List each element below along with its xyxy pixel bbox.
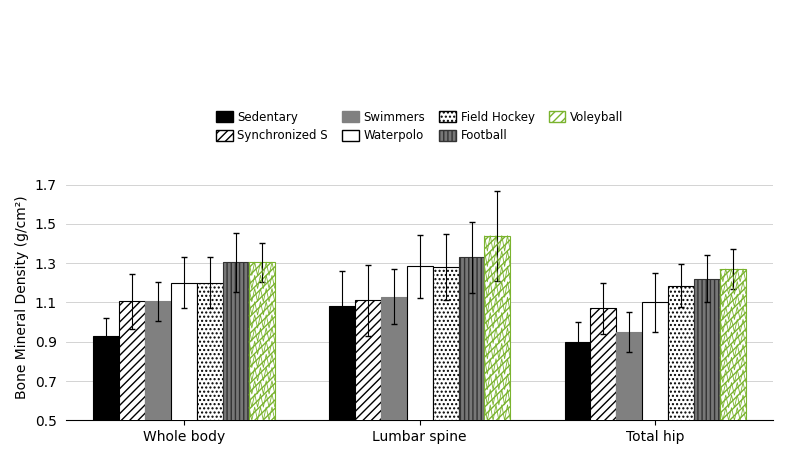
Bar	[564, 341, 590, 459]
Bar	[590, 308, 616, 459]
Bar	[433, 267, 459, 459]
Bar	[694, 279, 720, 459]
Bar	[459, 257, 485, 459]
Bar	[381, 297, 407, 459]
Bar	[249, 262, 275, 459]
Bar	[720, 269, 746, 459]
Bar	[616, 332, 642, 459]
Bar	[223, 262, 249, 459]
Bar	[171, 283, 197, 459]
Bar	[485, 235, 511, 459]
Bar	[329, 306, 355, 459]
Y-axis label: Bone Mineral Density (g/cm²): Bone Mineral Density (g/cm²)	[15, 196, 29, 399]
Bar	[120, 302, 145, 459]
Bar	[668, 286, 694, 459]
Bar	[197, 283, 223, 459]
Bar	[355, 301, 381, 459]
Bar	[407, 266, 433, 459]
Legend: Sedentary, Synchronized S, Swimmers, Waterpolo, Field Hockey, Football, Voleybal: Sedentary, Synchronized S, Swimmers, Wat…	[213, 107, 627, 146]
Bar	[145, 302, 171, 459]
Bar	[642, 302, 668, 459]
Bar	[94, 336, 120, 459]
